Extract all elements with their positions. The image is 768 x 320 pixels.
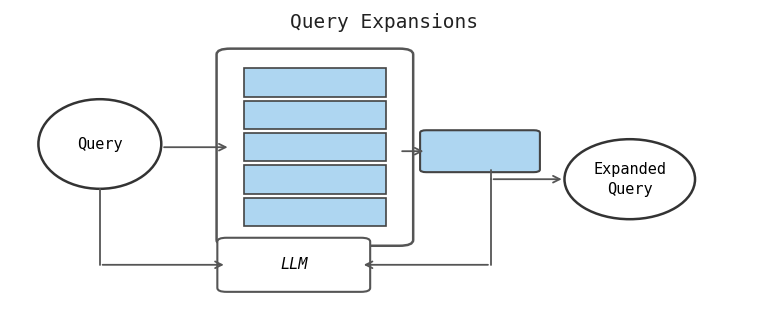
FancyBboxPatch shape <box>244 133 386 161</box>
Ellipse shape <box>564 139 695 219</box>
Text: Expanded
Query: Expanded Query <box>593 162 667 196</box>
FancyBboxPatch shape <box>244 68 386 97</box>
FancyBboxPatch shape <box>244 101 386 129</box>
FancyBboxPatch shape <box>244 198 386 226</box>
Text: Query Expansions: Query Expansions <box>290 13 478 32</box>
FancyBboxPatch shape <box>420 130 540 172</box>
Text: Query: Query <box>77 137 123 151</box>
FancyBboxPatch shape <box>217 49 413 246</box>
FancyBboxPatch shape <box>217 238 370 292</box>
FancyBboxPatch shape <box>244 165 386 194</box>
Text: LLM: LLM <box>280 257 307 272</box>
Ellipse shape <box>38 99 161 189</box>
